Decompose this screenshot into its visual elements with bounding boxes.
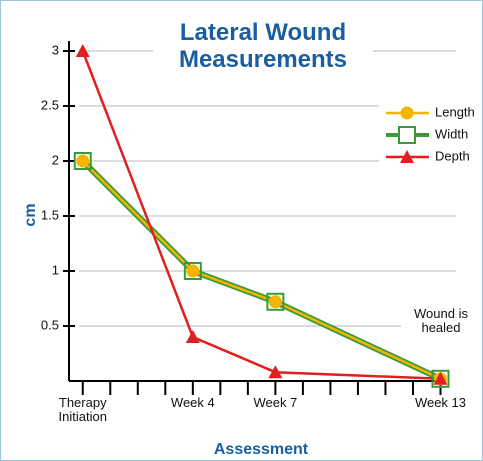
marker [183,262,202,280]
y-tick-label: 3 [52,42,59,57]
marker [268,365,283,379]
series-line [81,160,442,380]
marker [76,154,90,168]
y-tick-label: 1 [52,262,59,277]
y-tick-label: 1.5 [41,207,59,222]
x-tick-label: Therapy Initiation [58,395,107,424]
marker [185,330,200,343]
legend-label: Length [435,104,475,119]
legend-label: Width [435,126,468,141]
chart-title: Lateral Wound Measurements [153,19,373,73]
marker [433,371,448,385]
marker [268,295,282,309]
x-tick-label: Week 13 [414,395,467,410]
marker [398,126,416,144]
marker [400,150,414,163]
x-tick-label: Week 7 [253,395,298,410]
y-tick-label: 2.5 [41,97,59,112]
y-axis-label: cm [22,203,39,227]
marker [73,152,92,170]
y-tick-label: 2 [52,152,59,167]
marker [75,44,90,57]
series-line [81,50,441,381]
marker [186,264,200,278]
x-tick-label: Week 4 [170,395,215,410]
y-tick-label: 0.5 [41,317,59,332]
marker [400,106,414,120]
annotation: Wound is healed [401,307,481,335]
x-axis-label: Assessment [213,441,309,458]
marker [266,292,285,311]
legend-label: Depth [435,148,470,163]
marker [431,369,450,388]
